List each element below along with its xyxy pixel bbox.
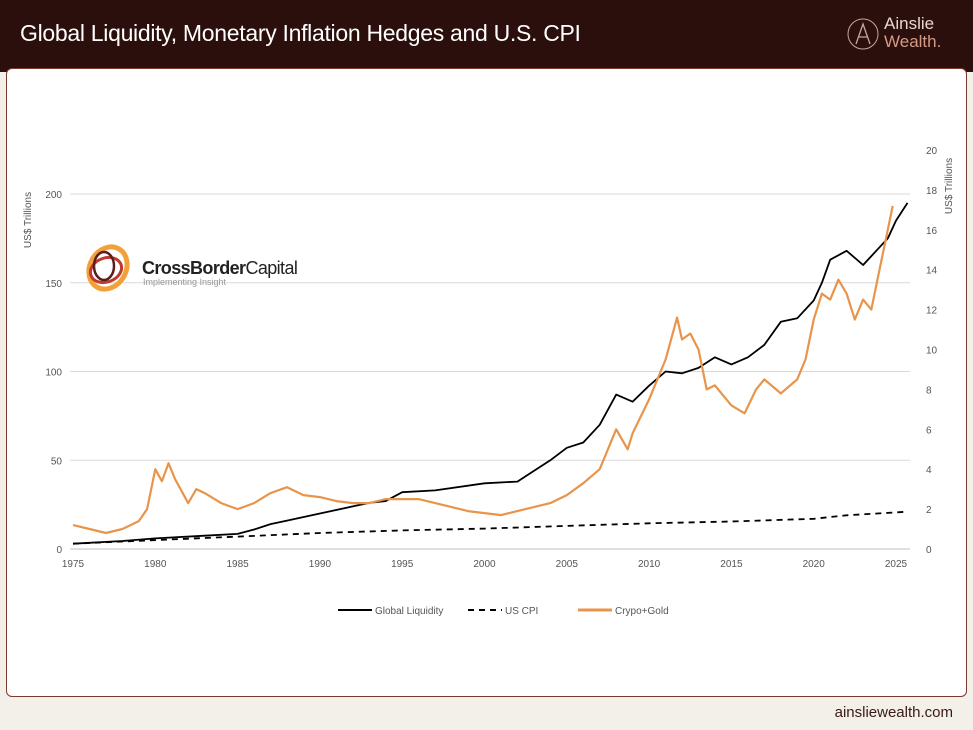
brand-logo: Ainslie Wealth. [846, 14, 956, 54]
y-right-tick-label: 6 [926, 425, 932, 436]
crossborder-logo: CrossBorderCapital Implementing Insight [84, 238, 304, 300]
chart-card [6, 68, 967, 697]
y-left-tick-label: 50 [51, 456, 63, 467]
y-right-tick-label: 12 [926, 306, 938, 317]
y-right-tick-label: 16 [926, 226, 938, 237]
y-right-tick-label: 14 [926, 266, 938, 277]
y-right-tick-label: 0 [926, 545, 932, 556]
header-bar: Global Liquidity, Monetary Inflation Hed… [0, 0, 973, 72]
y-left-tick-label: 100 [45, 368, 62, 379]
y-right-tick-label: 2 [926, 505, 932, 516]
x-tick-label: 2015 [720, 559, 743, 570]
y-right-tick-label: 20 [926, 146, 938, 157]
series-line-crypo-gold [72, 205, 894, 535]
page-title: Global Liquidity, Monetary Inflation Hed… [20, 20, 581, 46]
x-tick-label: 2010 [638, 559, 661, 570]
ainslie-logo-icon [847, 18, 879, 50]
logo-name: CrossBorderCapital [142, 258, 298, 278]
y-left-tick-label: 150 [45, 279, 62, 290]
brand-line1: Ainslie [884, 14, 935, 33]
legend-label: US CPI [505, 606, 538, 617]
y-right-axis-label: US$ Trillions [944, 158, 955, 214]
x-tick-label: 1980 [144, 559, 167, 570]
y-right-tick-label: 4 [926, 465, 932, 476]
y-right-tick-label: 10 [926, 346, 938, 357]
series-line-us-cpi [72, 510, 908, 545]
footer-url[interactable]: ainsliewealth.com [834, 704, 953, 721]
crossborder-logo-icon [86, 244, 130, 292]
x-tick-label: 1975 [62, 559, 85, 570]
y-left-tick-label: 200 [45, 190, 62, 201]
x-tick-label: 1990 [309, 559, 332, 570]
brand-line2: Wealth. [884, 32, 942, 51]
x-tick-label: 1985 [226, 559, 249, 570]
y-left-tick-label: 0 [56, 545, 62, 556]
series-line-global-liquidity [72, 202, 909, 545]
y-right-tick-label: 18 [926, 186, 938, 197]
x-tick-label: 1995 [391, 559, 414, 570]
x-tick-label: 2020 [803, 559, 826, 570]
x-tick-label: 2025 [885, 559, 908, 570]
legend-label: Crypo+Gold [615, 606, 669, 617]
y-right-tick-label: 8 [926, 385, 932, 396]
x-tick-label: 2000 [473, 559, 496, 570]
legend-label: Global Liquidity [375, 606, 443, 617]
y-left-axis-label: US$ Trillions [23, 192, 34, 248]
x-tick-label: 2005 [556, 559, 579, 570]
logo-tagline: Implementing Insight [143, 277, 227, 287]
